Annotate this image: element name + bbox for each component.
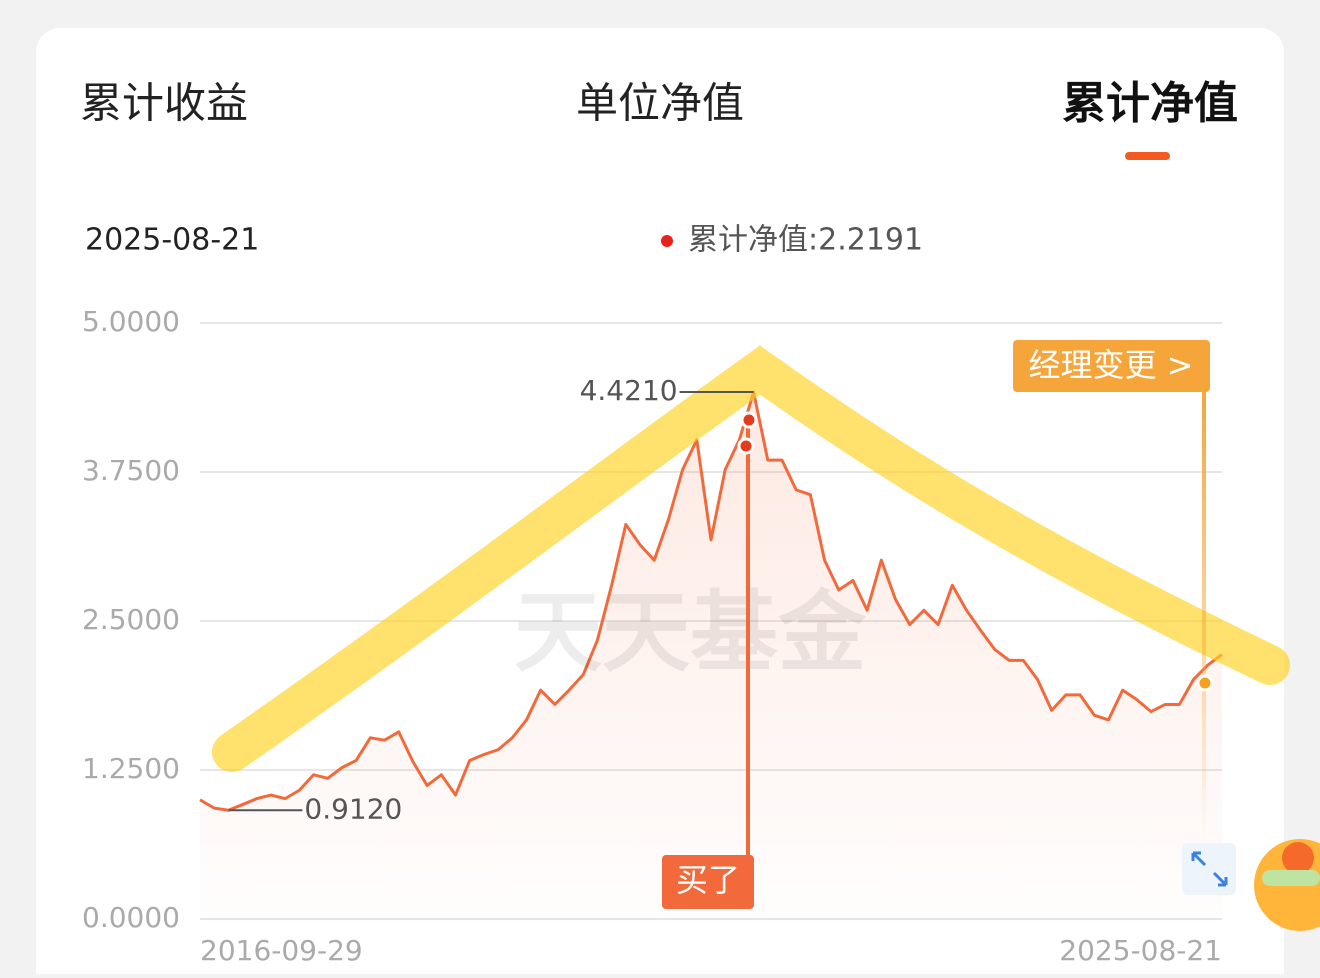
highlight-stroke <box>212 345 1290 772</box>
buy-text: 买了 <box>676 861 740 899</box>
expand-button[interactable] <box>1182 843 1236 895</box>
manager-line <box>1202 390 1206 840</box>
plot: 0.0000 1.2500 2.5000 3.7500 5.0000 2016-09-29… <box>82 305 1223 967</box>
mascot-crest <box>1282 842 1314 874</box>
tab-underline <box>1125 152 1170 160</box>
y-tick-label: 5.0000 <box>82 305 180 338</box>
tab-active[interactable]: 累计净值 <box>1062 78 1238 129</box>
expand-icon <box>1191 851 1228 887</box>
x-tick-label: 2025-08-21 <box>1059 934 1222 967</box>
annotations: 4.4210 0.9120 买了 经理变更 > <box>228 340 1214 909</box>
manager-dot <box>1196 674 1214 692</box>
manager-badge <box>1013 340 1210 392</box>
mascot-glasses <box>1262 870 1320 886</box>
header-date: 2025-08-21 <box>85 223 259 258</box>
buy-badge <box>662 855 754 909</box>
y-tick-label: 2.5000 <box>82 603 180 636</box>
tab[interactable]: 单位净值 <box>576 79 744 128</box>
legend-text: 累计净值:2.2191 <box>688 223 923 258</box>
area-fill <box>200 392 1222 919</box>
y-tick-label: 1.2500 <box>82 752 180 785</box>
legend-dot <box>661 235 673 247</box>
extreme-label: 0.9120 <box>304 792 402 825</box>
buy-dot <box>740 411 758 429</box>
watermark: 天天基金 <box>514 580 867 684</box>
buy-dot <box>737 437 755 455</box>
x-tick-label: 2016-09-29 <box>200 934 363 967</box>
tab[interactable]: 累计收益 <box>80 79 248 128</box>
y-tick-label: 0.0000 <box>82 901 180 934</box>
line <box>199 390 1223 812</box>
manager-text: 经理变更 > <box>1029 346 1194 384</box>
extreme-label: 4.4210 <box>580 374 678 407</box>
y-tick-label: 3.7500 <box>82 454 180 487</box>
